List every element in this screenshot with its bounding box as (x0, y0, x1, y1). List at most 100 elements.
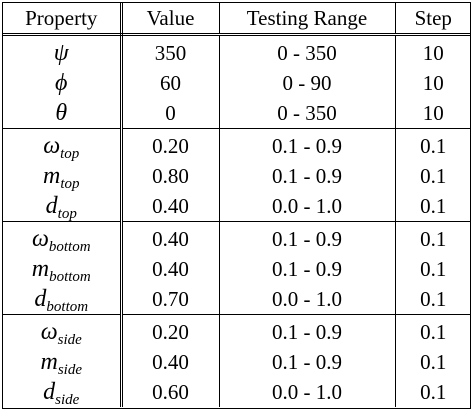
step-cell: 0.1 (420, 163, 447, 188)
value-cell: 0.20 (121, 128, 220, 161)
symbol-letter: m (40, 349, 58, 375)
header-property: Property (3, 3, 123, 36)
step-cell: 0.1 (395, 284, 471, 315)
step-cell: 10 (422, 40, 444, 65)
symbol-subscript: side (57, 332, 82, 348)
value-cell: 60 (121, 68, 220, 98)
step-cell: 0.1 (420, 379, 447, 404)
property-cell: mbottom (3, 254, 123, 285)
symbol-letter: m (42, 163, 61, 189)
table-row: dbottom 0.70 0.0 - 1.0 0.1 (3, 284, 471, 315)
table-row: ωtop 0.20 0.1 - 0.9 0.1 (3, 128, 471, 162)
property-symbol: mside (40, 349, 82, 378)
symbol-subscript: side (55, 392, 80, 408)
table-row: mtop 0.80 0.1 - 0.9 0.1 (3, 161, 471, 192)
property-symbol: ωbottom (31, 226, 91, 255)
value-cell: 0.40 (121, 254, 220, 284)
table-body: ψ 350 0 - 350 10 ϕ 60 0 - 90 10 θ 0 0 - 350 10 ωtop 0… (3, 34, 471, 408)
value-cell: 350 (121, 34, 220, 68)
symbol-letter: m (31, 256, 50, 282)
symbol-subscript: top (60, 146, 80, 162)
symbol-letter: d (43, 379, 56, 405)
symbol-letter: d (45, 193, 58, 219)
symbol-subscript: bottom (48, 239, 91, 255)
symbol-subscript: side (57, 362, 82, 378)
value-cell: 0.40 (121, 221, 220, 254)
step-cell: 0.1 (420, 319, 447, 344)
property-cell: dtop (3, 191, 123, 222)
value-cell: 0.40 (121, 191, 220, 222)
testing-range-cell: 0 - 350 (219, 98, 396, 129)
table-row: mbottom 0.40 0.1 - 0.9 0.1 (3, 254, 471, 285)
property-cell: ωbottom (3, 221, 123, 255)
property-symbol: ωside (40, 319, 82, 348)
table-row: dside 0.60 0.0 - 1.0 0.1 (3, 377, 471, 408)
header-testing-range: Testing Range (219, 3, 396, 36)
property-symbol: ψ (54, 40, 69, 66)
value-cell: 0.60 (121, 377, 220, 407)
property-cell: ωside (3, 314, 123, 348)
symbol-letter: ϕ (55, 70, 68, 96)
property-cell: ϕ (3, 68, 123, 98)
symbol-letter: ω (40, 319, 58, 345)
table-row: ψ 350 0 - 350 10 (3, 34, 471, 68)
step-cell: 0.1 (395, 191, 471, 222)
testing-range-cell: 0.1 - 0.9 (219, 128, 396, 161)
header-value: Value (121, 3, 220, 36)
step-cell: 0.1 (420, 133, 447, 158)
property-symbol: θ (55, 100, 67, 126)
testing-range-cell: 0.0 - 1.0 (219, 191, 396, 222)
testing-range-cell: 0 - 350 (219, 34, 396, 68)
value-cell: 0.80 (121, 161, 220, 191)
step-cell: 0.1 (420, 226, 447, 251)
testing-range-cell: 0.1 - 0.9 (219, 347, 396, 377)
property-symbol: ϕ (55, 70, 67, 96)
testing-range-cell: 0.1 - 0.9 (219, 161, 396, 191)
testing-range-cell: 0.1 - 0.9 (219, 221, 396, 254)
property-cell: ωtop (3, 128, 123, 162)
property-cell: mtop (3, 161, 123, 192)
value-cell: 0 (121, 98, 220, 129)
property-symbol: dtop (45, 193, 77, 222)
table-row: ωbottom 0.40 0.1 - 0.9 0.1 (3, 221, 471, 255)
parameter-table: Property Value Testing Range Step ψ 350 0 … (3, 3, 471, 408)
table-row: dtop 0.40 0.0 - 1.0 0.1 (3, 191, 471, 222)
symbol-subscript: bottom (49, 269, 91, 285)
property-cell: dside (3, 377, 123, 408)
testing-range-cell: 0.0 - 1.0 (219, 284, 396, 315)
testing-range-cell: 0.1 - 0.9 (219, 314, 396, 347)
testing-range-cell: 0.1 - 0.9 (219, 254, 396, 284)
table-row: ϕ 60 0 - 90 10 (3, 68, 471, 98)
value-cell: 0.20 (121, 314, 220, 347)
testing-range-cell: 0.0 - 1.0 (219, 377, 396, 407)
property-symbol: dbottom (34, 286, 89, 315)
symbol-letter: ω (31, 226, 49, 252)
symbol-letter: θ (55, 100, 68, 126)
property-cell: θ (3, 98, 123, 129)
step-cell: 10 (422, 70, 444, 95)
symbol-subscript: bottom (46, 299, 89, 315)
step-cell: 10 (395, 98, 471, 129)
header-step: Step (395, 3, 471, 36)
testing-range-cell: 0 - 90 (219, 68, 396, 98)
property-cell: dbottom (3, 284, 123, 315)
symbol-letter: ψ (53, 40, 69, 66)
property-symbol: ωtop (43, 133, 80, 162)
symbol-subscript: top (60, 176, 80, 192)
table-row: ωside 0.20 0.1 - 0.9 0.1 (3, 314, 471, 348)
value-cell: 0.70 (121, 284, 220, 315)
parameter-table-frame: Property Value Testing Range Step ψ 350 0 … (2, 2, 471, 409)
symbol-letter: d (34, 286, 47, 312)
table-row: mside 0.40 0.1 - 0.9 0.1 (3, 347, 471, 378)
property-symbol: mbottom (31, 256, 91, 285)
symbol-subscript: top (57, 206, 77, 222)
header-row: Property Value Testing Range Step (3, 3, 471, 36)
symbol-letter: ω (43, 133, 61, 159)
property-cell: mside (3, 347, 123, 378)
value-cell: 0.40 (121, 347, 220, 377)
table-header: Property Value Testing Range Step (3, 3, 471, 36)
step-cell: 0.1 (420, 256, 447, 281)
property-symbol: mtop (42, 163, 80, 192)
step-cell: 0.1 (420, 349, 447, 374)
